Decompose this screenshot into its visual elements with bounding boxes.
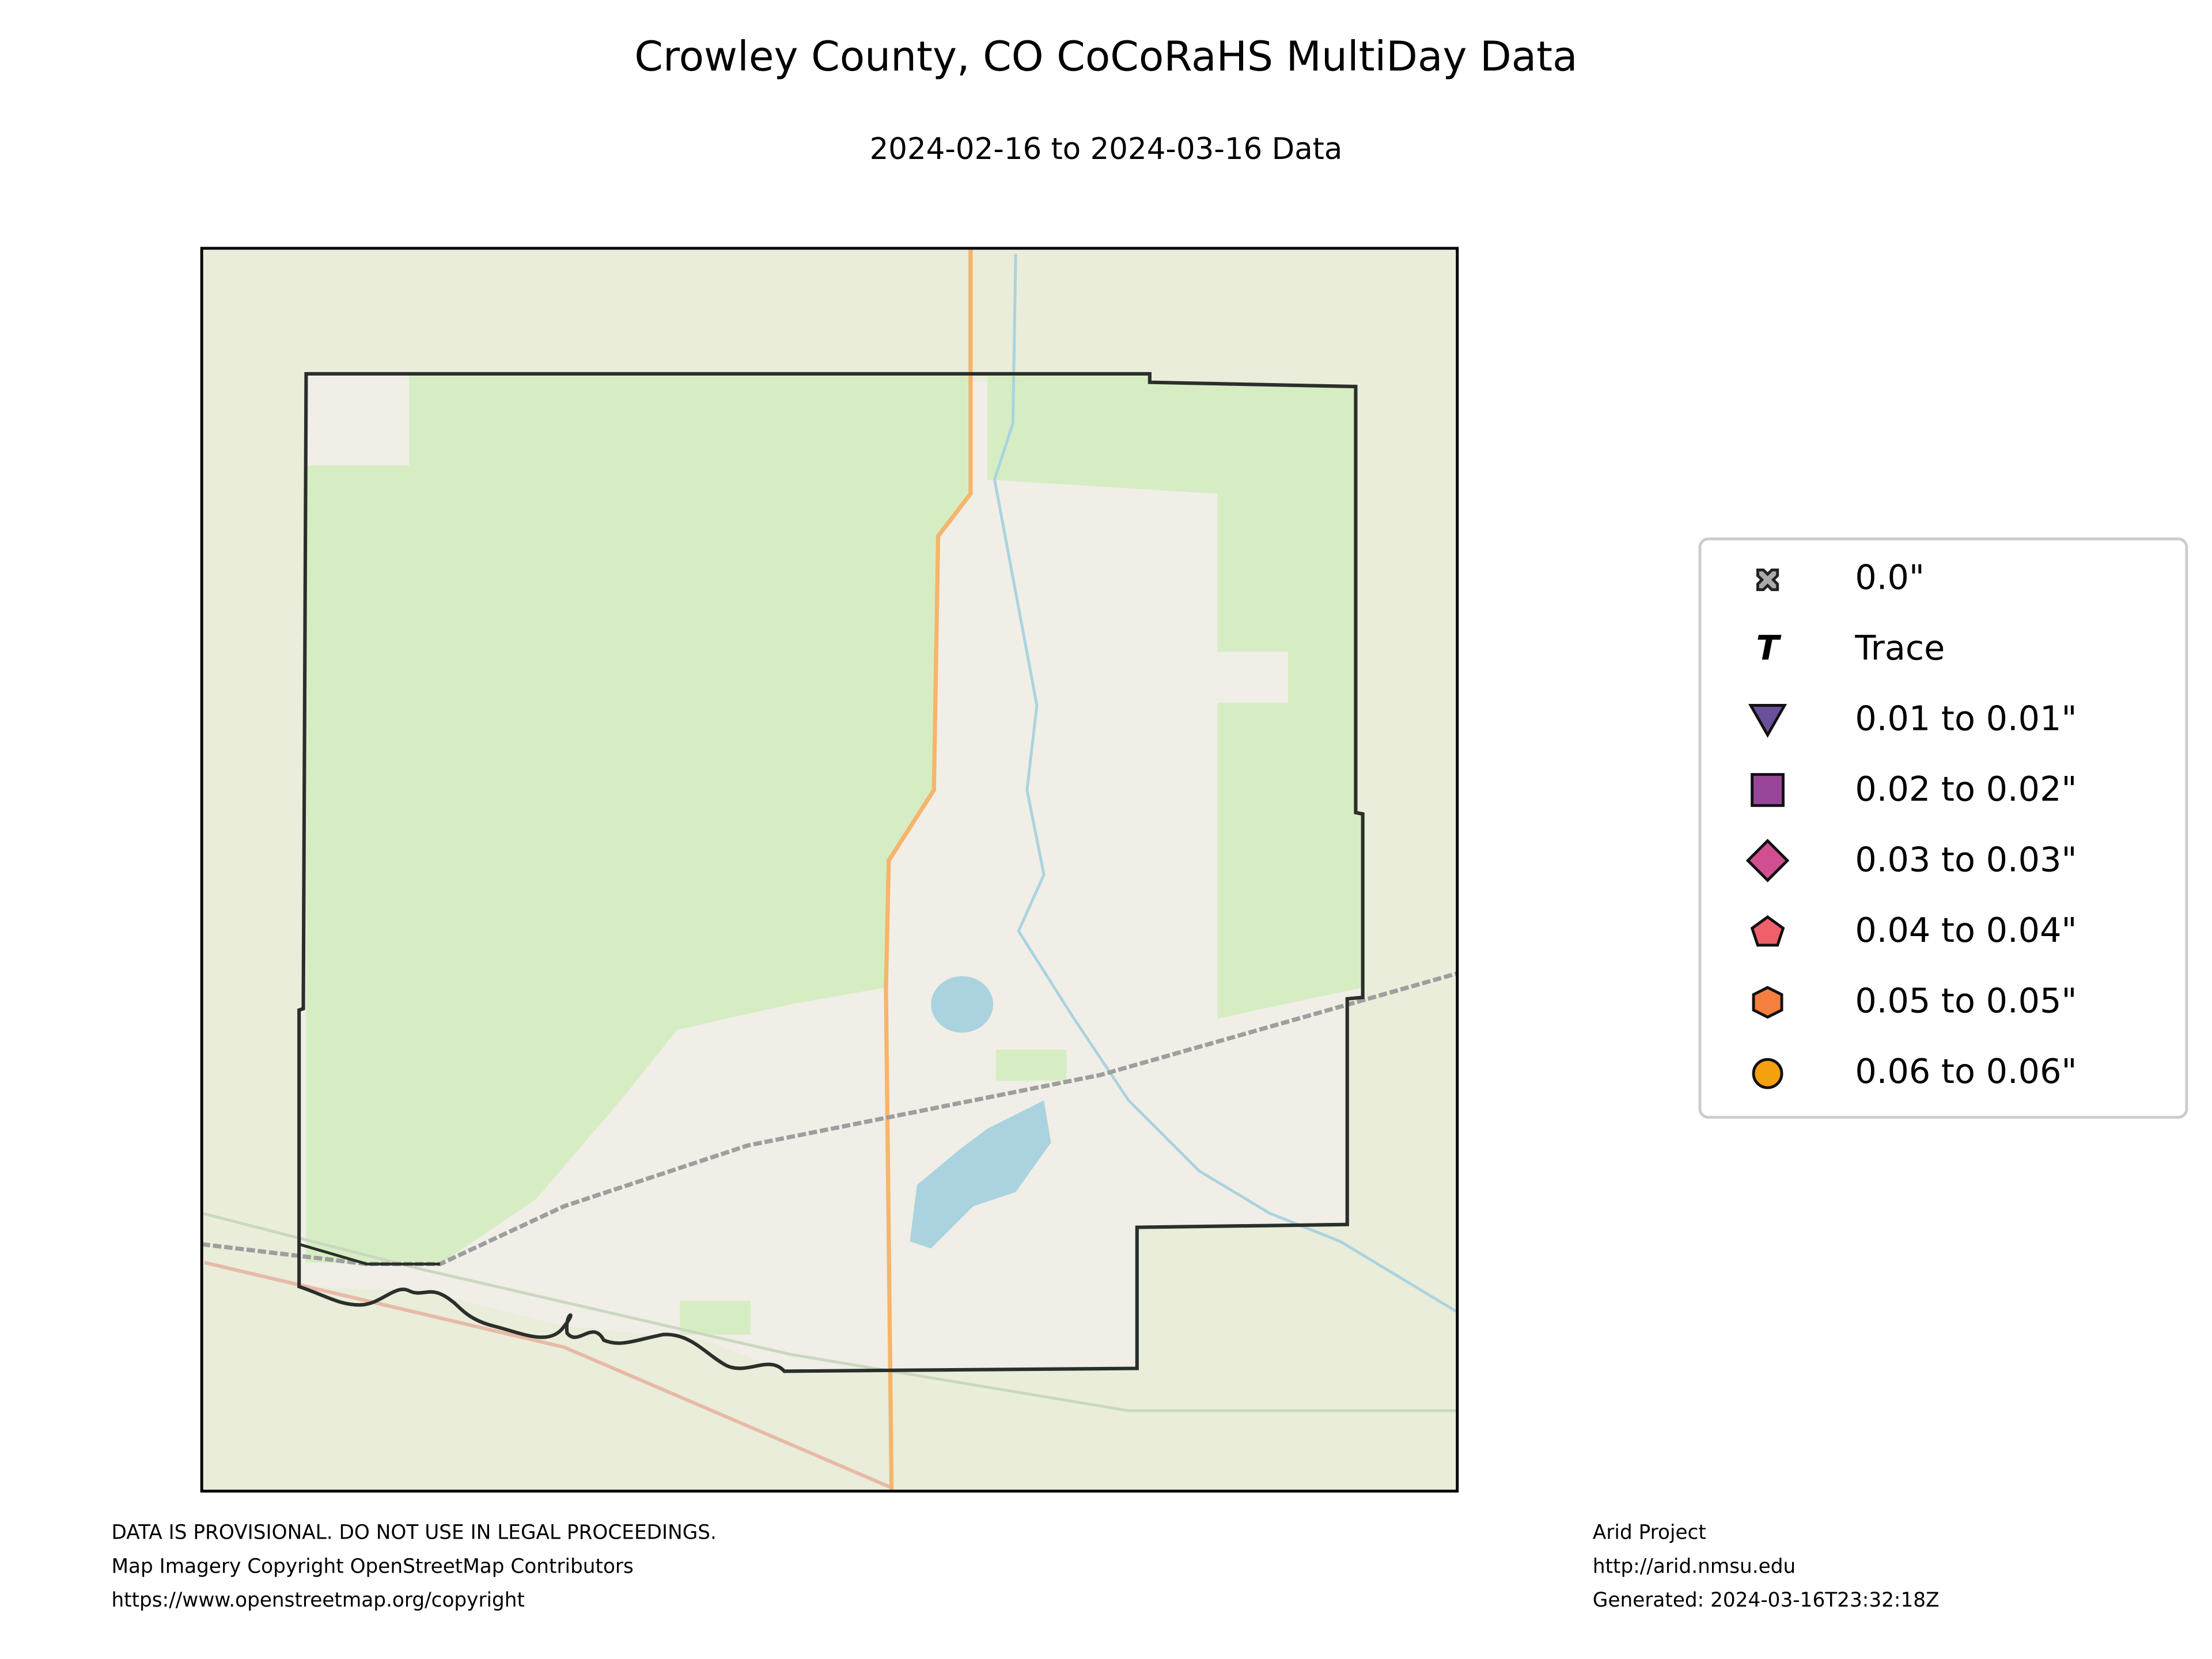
- legend-marker: [1752, 1058, 1783, 1089]
- footer: DATA IS PROVISIONAL. DO NOT USE IN LEGAL…: [111, 1521, 1939, 1612]
- county-boundary: [297, 372, 1365, 1373]
- map-frame: [200, 247, 1459, 1493]
- subtitle: 2024-02-16 to 2024-03-16 Data: [870, 132, 1343, 166]
- legend-label: 0.05 to 0.05": [1855, 980, 2077, 1020]
- legend-marker: [1745, 839, 1790, 882]
- legend-label: 0.01 to 0.01": [1855, 699, 2077, 738]
- legend-marker: [1752, 986, 1783, 1019]
- legend-marker: T: [1756, 628, 1782, 668]
- legend-marker: [1751, 773, 1785, 807]
- footer-note: Map Imagery Copyright OpenStreetMap Cont…: [111, 1555, 633, 1578]
- legend: T: [1698, 537, 2188, 1119]
- grassland-east: [987, 375, 1363, 1019]
- legend-labels: 0.0" Trace 0.01 to 0.01" 0.02 to 0.02" 0.03 …: [1854, 558, 2077, 1091]
- lake: [910, 1100, 1051, 1249]
- legend-label: 0.03 to 0.03": [1855, 839, 2077, 879]
- river: [993, 253, 1459, 1313]
- highway: [884, 248, 973, 1491]
- footer-credit: Arid Project: [1593, 1521, 1706, 1544]
- footer-note: DATA IS PROVISIONAL. DO NOT USE IN LEGAL…: [111, 1521, 716, 1544]
- footer-note: https://www.openstreetmap.org/copyright: [111, 1589, 525, 1612]
- title: Crowley County, CO CoCoRaHS MultiDay Dat…: [634, 32, 1577, 80]
- grassland-west: [306, 373, 971, 1264]
- clearing: [1217, 652, 1288, 703]
- lake: [931, 976, 994, 1033]
- footer-credit: http://arid.nmsu.edu: [1593, 1555, 1796, 1578]
- legend-marker: [1748, 704, 1787, 738]
- legend-label: 0.04 to 0.04": [1855, 910, 2077, 950]
- map: [200, 247, 1459, 1493]
- legend-marker: [1756, 568, 1779, 592]
- legend-marker: [1750, 915, 1785, 947]
- legend-box: [1698, 537, 2188, 1119]
- field: [680, 1300, 751, 1335]
- legend-label: 0.02 to 0.02": [1855, 769, 2077, 809]
- river: [201, 1211, 1457, 1412]
- field: [995, 1050, 1067, 1081]
- legend-label: 0.06 to 0.06": [1855, 1051, 2077, 1091]
- legend-label: 0.0": [1855, 558, 1925, 597]
- legend-label: Trace: [1854, 628, 1945, 668]
- county-boundary: [298, 1243, 441, 1266]
- footer-credit: Generated: 2024-03-16T23:32:18Z: [1593, 1589, 1940, 1612]
- road: [204, 1260, 894, 1490]
